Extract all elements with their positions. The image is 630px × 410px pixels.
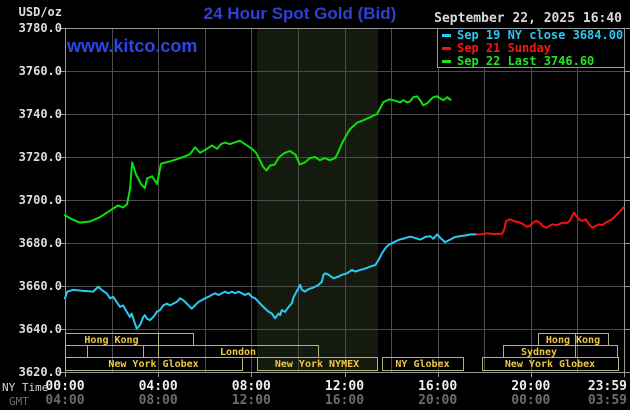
session-label-london: London: [219, 347, 257, 358]
y-axis-unit-label: USD/oz: [18, 5, 62, 19]
session-box: [382, 357, 464, 371]
x-axis-ny-label: 00:00: [45, 379, 85, 394]
x-axis-gmt-label: 12:00: [231, 393, 271, 408]
x-axis-ny-label: 08:00: [231, 379, 271, 394]
y-axis-label: 3740.0: [18, 107, 62, 121]
session-box: [575, 345, 618, 358]
session-label-sydney: Sydney: [520, 347, 558, 358]
session-box: [65, 345, 88, 358]
series-line-1: [476, 206, 625, 236]
x-axis-ny-label: 20:00: [511, 379, 551, 394]
session-box: [158, 333, 194, 346]
x-axis-gmt-label: 08:00: [138, 393, 178, 408]
y-axis-label: 3720.0: [18, 150, 62, 164]
session-box: [482, 357, 619, 371]
session-label-hong-kong: Hong Kong: [84, 335, 139, 346]
x-axis-gmt-label: 04:00: [45, 393, 85, 408]
kitco-watermark-link[interactable]: www.kitco.com: [67, 36, 198, 56]
session-label-new-york-globex: New York Globex: [108, 359, 199, 370]
legend-label: Sep 22 Last 3746.60: [457, 54, 595, 68]
legend-background: [437, 29, 624, 67]
legend-row-1: Sep 21 Sunday: [438, 42, 623, 55]
x-axis-ny-label: 23:59: [587, 379, 627, 394]
y-axis-label: 3700.0: [18, 193, 62, 207]
session-label-hong-kong: Hong Kong: [545, 335, 601, 346]
legend-dash-marker: [442, 60, 451, 63]
x-axis-gmt-caption: GMT: [9, 395, 29, 408]
y-axis-label: 3780.0: [18, 21, 62, 35]
x-axis-ny-label: 12:00: [324, 379, 365, 394]
chart-title: 24 Hour Spot Gold (Bid): [203, 4, 397, 23]
legend: Sep 19 NY close 3684.00 Sep 21 Sunday Sep …: [438, 29, 623, 68]
session-label-new-york-nymex: New York NYMEX: [274, 359, 360, 370]
legend-row-0: Sep 19 NY close 3684.00: [438, 29, 623, 42]
y-axis-label: 3660.0: [18, 279, 62, 293]
y-axis-label: 3760.0: [18, 64, 62, 78]
legend-dash-marker: [442, 34, 451, 37]
y-axis-label: 3640.0: [18, 322, 62, 336]
session-box: [65, 357, 243, 371]
session-label-ny-globex: NY Globex: [395, 359, 450, 370]
legend-label: Sep 19 NY close 3684.00: [457, 28, 624, 42]
x-axis-ny-label: 04:00: [138, 379, 178, 394]
legend-dash-marker: [442, 47, 451, 50]
x-axis-gmt-label: 16:00: [324, 393, 365, 408]
x-axis-ny-caption: NY Time: [2, 381, 49, 394]
legend-row-2: Sep 22 Last 3746.60: [438, 55, 623, 68]
session-box: [87, 345, 144, 358]
x-axis-ny-label: 16:00: [418, 379, 458, 394]
legend-label: Sep 21 Sunday: [457, 41, 551, 55]
y-axis-label: 3680.0: [18, 236, 62, 250]
series-line-2: [64, 95, 452, 224]
session-box: [257, 357, 378, 371]
session-label-new-york-globex: New York Globex: [504, 359, 596, 370]
x-axis-gmt-label: 03:59: [587, 393, 627, 408]
x-axis-gmt-label: 20:00: [418, 393, 458, 408]
y-axis-label: 3620.0: [18, 365, 62, 379]
series-line-0: [64, 233, 478, 330]
x-axis-gmt-label: 00:00: [511, 393, 551, 408]
datetime-label: September 22, 2025 16:40: [434, 11, 622, 26]
